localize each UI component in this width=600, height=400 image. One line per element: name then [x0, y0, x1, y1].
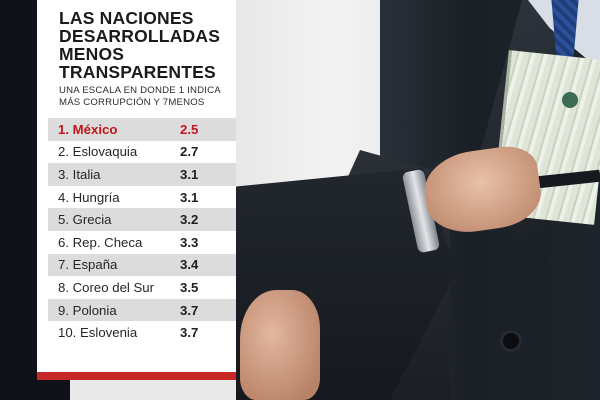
table-row: 1. México 2.5 — [48, 118, 236, 141]
score-value: 3.7 — [180, 302, 199, 318]
country-label: 10. Eslovenia — [58, 325, 138, 341]
table-row: 8. Coreo del Sur 3.5 — [48, 276, 236, 299]
score-value: 3.1 — [180, 189, 199, 205]
table-row: 5. Grecia 3.2 — [48, 208, 236, 231]
table-row: 6. Rep. Checa 3.3 — [48, 231, 236, 254]
chart-subtitle: UNA ESCALA EN DONDE 1 INDICA MÁS CORRUPC… — [59, 85, 221, 108]
country-label: 4. Hungría — [58, 189, 120, 205]
table-row: 10. Eslovenia 3.7 — [48, 321, 236, 344]
jacket-button — [500, 330, 522, 352]
country-label: 7. España — [58, 257, 118, 273]
handshake-hand — [240, 290, 320, 400]
score-value: 3.3 — [180, 234, 199, 250]
necktie — [551, 0, 579, 58]
panel-accent-bar — [37, 372, 236, 380]
country-label: 5. Grecia — [58, 212, 112, 228]
table-row: 4. Hungría 3.1 — [48, 186, 236, 209]
country-label: 8. Coreo del Sur — [58, 279, 155, 295]
table-row: 3. Italia 3.1 — [48, 163, 236, 186]
country-label: 2. Eslovaquia — [58, 144, 138, 160]
score-value: 3.1 — [180, 166, 199, 182]
score-value: 2.5 — [180, 121, 199, 137]
score-value: 3.5 — [180, 279, 199, 295]
country-label: 9. Polonia — [58, 302, 117, 318]
country-label: 3. Italia — [58, 166, 101, 182]
table-row: 7. España 3.4 — [48, 253, 236, 277]
country-label: 6. Rep. Checa — [58, 234, 143, 250]
ranking-table: 1. México 2.5 2. Eslovaquia 2.7 3. Italia 3.1… — [48, 118, 236, 344]
table-row: 9. Polonia 3.7 — [48, 298, 236, 322]
banknote-seal — [562, 92, 578, 108]
score-value: 3.2 — [180, 212, 199, 228]
score-value: 3.7 — [180, 325, 199, 341]
score-value: 3.4 — [180, 257, 199, 273]
country-label: 1. México — [58, 121, 118, 137]
table-row: 2. Eslovaquia 2.7 — [48, 141, 236, 164]
score-value: 2.7 — [180, 144, 199, 160]
chart-title: LAS NACIONES DESARROLLADAS MENOS TRANSPA… — [59, 8, 221, 82]
